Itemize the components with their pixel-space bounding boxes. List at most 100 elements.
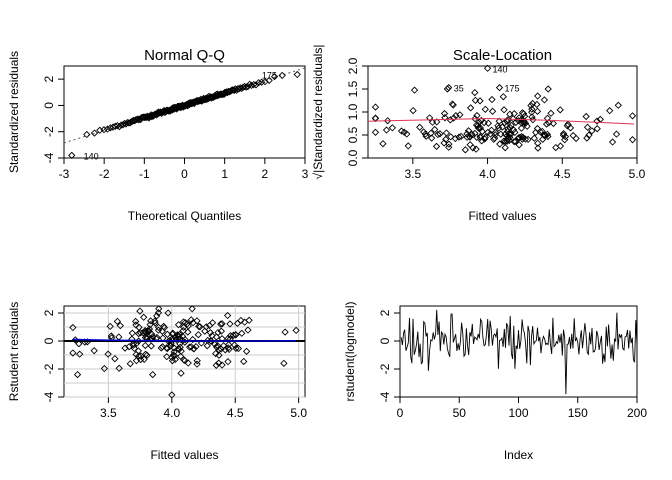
data-point [547, 109, 555, 117]
x-tick-label: 2 [261, 167, 268, 181]
data-point [293, 70, 301, 79]
y-tick-label: 2 [42, 75, 56, 82]
data-point [455, 133, 463, 141]
data-point [491, 134, 499, 142]
data-point [471, 129, 479, 138]
data-point [212, 361, 220, 369]
data-point [545, 119, 553, 127]
data-point [224, 358, 232, 366]
data-point [499, 93, 507, 101]
data-point [181, 319, 189, 327]
data-point [238, 329, 246, 337]
data-point [431, 125, 439, 134]
data-point [583, 134, 591, 142]
data-point [169, 335, 178, 344]
data-point [212, 349, 220, 358]
y-axis-label: √|Standardized residuals| [311, 45, 325, 180]
data-point [461, 146, 470, 154]
x-tick-label: 4.0 [163, 406, 180, 420]
data-point [149, 370, 157, 379]
data-point [404, 142, 412, 150]
data-point [234, 344, 243, 353]
data-point [201, 327, 209, 335]
data-point [90, 129, 99, 137]
data-point [126, 360, 134, 368]
data-point [472, 121, 481, 129]
data-point [186, 343, 194, 351]
data-point [442, 129, 451, 137]
chart-title: Normal Q-Q [144, 47, 225, 64]
data-point [229, 331, 237, 339]
data-point [447, 133, 455, 141]
x-tick-label: 5.0 [629, 167, 646, 181]
data-point [155, 305, 163, 313]
data-point [561, 132, 570, 141]
data-point [179, 318, 188, 326]
data-point [154, 326, 163, 334]
data-point [217, 327, 225, 335]
x-tick-label: 200 [627, 406, 647, 420]
data-point [193, 357, 201, 365]
data-point [593, 117, 601, 125]
x-axis-label: Fitted values [468, 209, 536, 223]
data-point [135, 352, 143, 360]
data-point [421, 130, 429, 138]
data-point [193, 317, 201, 325]
y-tick-label: -4 [42, 152, 56, 163]
data-point [582, 112, 590, 121]
data-point [416, 123, 424, 131]
data-point [90, 347, 98, 355]
data-point [106, 322, 114, 331]
data-point [480, 118, 488, 127]
y-tick-label: -2 [378, 363, 392, 374]
data-point [520, 110, 528, 118]
data-point [559, 129, 568, 138]
data-point [115, 364, 123, 372]
point-label: 175 [262, 71, 277, 81]
x-tick-label: 100 [508, 406, 528, 420]
data-point [410, 86, 419, 94]
data-point [400, 128, 408, 136]
data-point [606, 107, 614, 115]
data-point [174, 331, 182, 339]
y-tick-label: -2 [42, 126, 56, 137]
data-point [544, 132, 552, 141]
data-point [280, 359, 288, 367]
data-point [174, 344, 183, 353]
data-point [510, 137, 518, 146]
data-point [371, 128, 380, 136]
data-point [163, 344, 171, 352]
data-point [132, 356, 141, 365]
data-point [146, 320, 154, 329]
rstudent-index-plot: 0 50 100 150 200 -4 -2 0 2 Index rstudent(logmodel… [343, 301, 647, 462]
data-point [509, 115, 517, 123]
data-point [254, 79, 263, 87]
data-point [486, 130, 495, 138]
x-tick-label: 4.5 [227, 406, 244, 420]
data-point [107, 332, 115, 340]
data-point [141, 341, 149, 350]
y-axis-label: Rstudent residuals [7, 302, 21, 401]
data-point [445, 83, 453, 92]
data-point [474, 121, 482, 130]
data-point [556, 142, 565, 150]
data-point [137, 352, 145, 360]
x-tick-label: 5.0 [290, 406, 307, 420]
data-point [223, 311, 232, 320]
data-point [202, 323, 210, 331]
data-point [515, 114, 523, 122]
data-point [491, 131, 499, 139]
data-point [136, 307, 144, 315]
data-point [265, 76, 273, 85]
point-label: 140 [493, 64, 508, 74]
y-tick-label: 0.0 [346, 149, 360, 166]
data-point [481, 105, 489, 113]
data-point [270, 72, 279, 81]
y-tick-label: 0 [42, 337, 56, 344]
data-point [192, 343, 200, 351]
data-point [196, 323, 204, 331]
data-point [244, 326, 252, 334]
data-point [539, 135, 547, 143]
data-point [533, 107, 542, 115]
data-point [103, 125, 112, 133]
